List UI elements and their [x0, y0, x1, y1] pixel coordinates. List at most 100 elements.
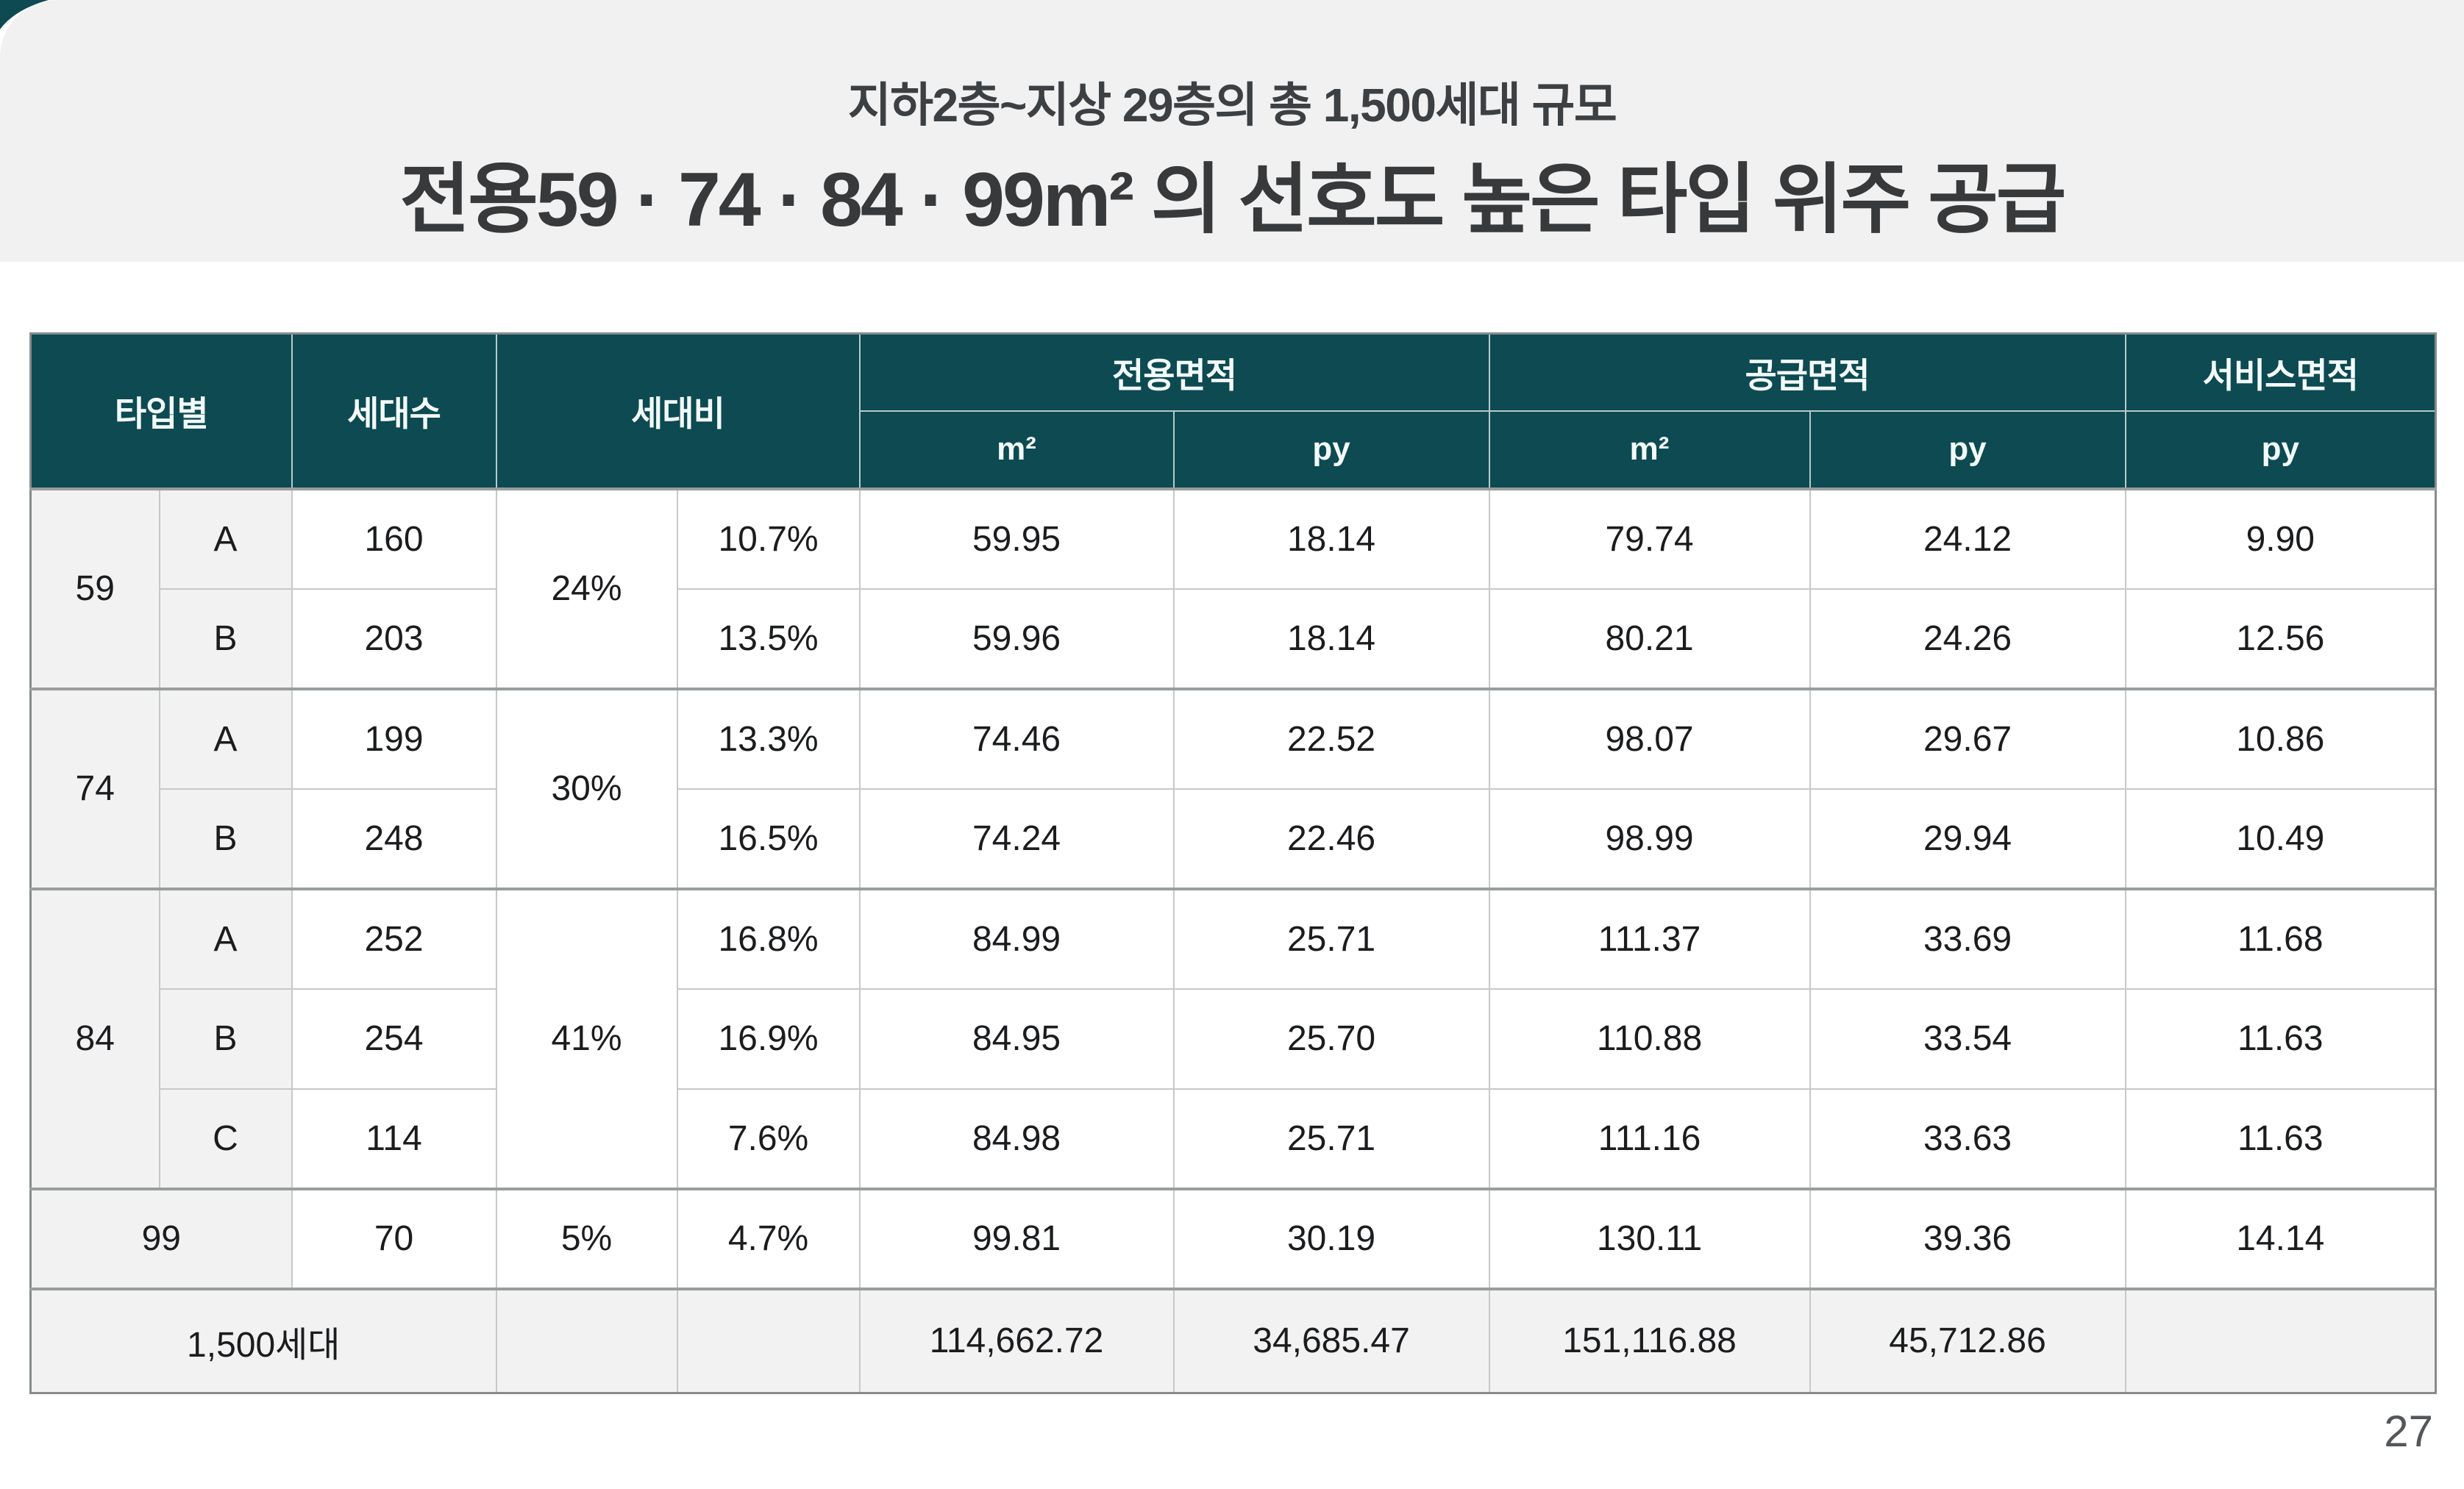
cell-service-py: 11.63 [2124, 988, 2437, 1090]
table-row-74b: B 248 16.5% 74.24 22.46 98.99 29.94 10.4… [31, 788, 2437, 890]
cell-households: 70 [291, 1187, 497, 1290]
table-row-74a: 74 A 199 30% 13.3% 74.46 22.52 98.07 29.… [29, 687, 2437, 890]
cell-total-group-ratio-empty [495, 1287, 678, 1394]
cell-households: 248 [291, 788, 497, 890]
cell-service-py: 14.14 [2124, 1187, 2437, 1290]
cell-supply-sqm: 79.74 [1488, 487, 1811, 590]
cell-service-py: 10.49 [2124, 788, 2437, 890]
cell-total-supply-sqm: 151,116.88 [1488, 1287, 1811, 1394]
cell-supply-py: 39.36 [1809, 1187, 2126, 1290]
cell-supply-py: 24.26 [1809, 588, 2126, 690]
cell-type-group: 59 [29, 487, 160, 690]
cell-supply-py: 33.69 [1809, 887, 2126, 990]
table-header-row-1: 타입별 세대수 세대비 전용면적 공급면적 서비스면적 [29, 332, 2437, 490]
header-unit-py-supply: py [1809, 410, 2126, 490]
header-service-area: 서비스면적 [2124, 332, 2437, 412]
cell-group-ratio: 41% [495, 887, 678, 1190]
cell-households: 203 [291, 588, 497, 690]
cell-unit-letter: B [158, 588, 293, 690]
cell-service-py: 9.90 [2124, 487, 2437, 590]
cell-total-supply-py: 45,712.86 [1809, 1287, 2126, 1394]
header-unit-sqm-exclusive: m² [858, 410, 1175, 490]
cell-exclusive-py: 25.70 [1172, 988, 1490, 1090]
cell-group-ratio: 30% [495, 687, 678, 890]
cell-households: 252 [291, 887, 497, 990]
cell-exclusive-sqm: 74.24 [858, 788, 1175, 890]
cell-unit-ratio: 16.9% [676, 988, 861, 1090]
table-row-84b: B 254 16.9% 84.95 25.70 110.88 33.54 11.… [31, 988, 2437, 1090]
page-subtitle: 지하2층~지상 29층의 총 1,500세대 규모 [847, 79, 1617, 132]
cell-service-py: 11.63 [2124, 1088, 2437, 1190]
header-unit-py-exclusive: py [1172, 410, 1490, 490]
cell-unit-ratio: 13.5% [676, 588, 861, 690]
cell-unit-letter: A [158, 887, 293, 990]
cell-households: 199 [291, 687, 497, 790]
cell-service-py: 10.86 [2124, 687, 2437, 790]
cell-unit-ratio: 4.7% [676, 1187, 861, 1290]
cell-total-unit-ratio-empty [676, 1287, 861, 1394]
cell-exclusive-sqm: 59.95 [858, 487, 1175, 590]
cell-unit-letter: A [158, 687, 293, 790]
cell-exclusive-sqm: 84.95 [858, 988, 1175, 1090]
cell-supply-sqm: 98.99 [1488, 788, 1811, 890]
table-body: 59 A 160 24% 10.7% 59.95 18.14 79.74 24.… [29, 487, 2437, 1394]
cell-exclusive-py: 25.71 [1172, 887, 1490, 990]
header-exclusive-area: 전용면적 [858, 332, 1490, 412]
cell-type-group: 74 [29, 687, 160, 890]
table-header-row-2: m² py m² py py [31, 410, 2437, 490]
cell-type-group: 99 [29, 1187, 293, 1290]
cell-unit-letter: A [158, 487, 293, 590]
table-row-84a: 84 A 252 41% 16.8% 84.99 25.71 111.37 33… [29, 887, 2437, 1190]
cell-supply-sqm: 130.11 [1488, 1187, 1811, 1290]
header-band: 지하2층~지상 29층의 총 1,500세대 규모 전용59 · 74 · 84… [0, 0, 2464, 262]
cell-unit-ratio: 7.6% [676, 1088, 861, 1190]
cell-exclusive-sqm: 99.81 [858, 1187, 1175, 1290]
cell-supply-sqm: 111.37 [1488, 887, 1811, 990]
cell-exclusive-py: 30.19 [1172, 1187, 1490, 1290]
cell-exclusive-sqm: 59.96 [858, 588, 1175, 690]
table-row-99: 99 70 5% 4.7% 99.81 30.19 130.11 39.36 1… [29, 1187, 2437, 1290]
table-row-total: 1,500세대 114,662.72 34,685.47 151,116.88 … [29, 1287, 2437, 1394]
unit-type-table-wrap: 타입별 세대수 세대비 전용면적 공급면적 서비스면적 m² py m² py … [29, 332, 2438, 1394]
cell-type-group: 84 [29, 887, 160, 1190]
header-supply-area: 공급면적 [1488, 332, 2126, 412]
page-title: 전용59 · 74 · 84 · 99m² 의 선호도 높은 타입 위주 공급 [399, 157, 2067, 243]
table-header: 타입별 세대수 세대비 전용면적 공급면적 서비스면적 m² py m² py … [29, 332, 2437, 490]
cell-unit-ratio: 16.8% [676, 887, 861, 990]
table-row-84c: C 114 7.6% 84.98 25.71 111.16 33.63 11.6… [31, 1088, 2437, 1190]
cell-exclusive-sqm: 84.99 [858, 887, 1175, 990]
unit-type-table: 타입별 세대수 세대비 전용면적 공급면적 서비스면적 m² py m² py … [29, 332, 2438, 1394]
cell-supply-sqm: 98.07 [1488, 687, 1811, 790]
header-unit-py-service: py [2124, 410, 2437, 490]
cell-exclusive-py: 22.52 [1172, 687, 1490, 790]
page-number: 27 [2384, 1407, 2433, 1456]
cell-exclusive-py: 25.71 [1172, 1088, 1490, 1190]
cell-group-ratio: 24% [495, 487, 678, 690]
cell-households: 254 [291, 988, 497, 1090]
cell-supply-py: 33.54 [1809, 988, 2126, 1090]
cell-total-exclusive-py: 34,685.47 [1172, 1287, 1490, 1394]
cell-supply-sqm: 80.21 [1488, 588, 1811, 690]
cell-households: 160 [291, 487, 497, 590]
table-row-59b: B 203 13.5% 59.96 18.14 80.21 24.26 12.5… [31, 588, 2437, 690]
cell-exclusive-sqm: 74.46 [858, 687, 1175, 790]
cell-total-label: 1,500세대 [29, 1287, 497, 1394]
cell-total-exclusive-sqm: 114,662.72 [858, 1287, 1175, 1394]
cell-total-service-empty [2124, 1287, 2437, 1394]
cell-unit-letter: B [158, 788, 293, 890]
cell-group-ratio: 5% [495, 1187, 678, 1290]
cell-supply-py: 29.67 [1809, 687, 2126, 790]
cell-supply-py: 29.94 [1809, 788, 2126, 890]
cell-unit-ratio: 16.5% [676, 788, 861, 890]
cell-supply-py: 24.12 [1809, 487, 2126, 590]
cell-exclusive-py: 18.14 [1172, 588, 1490, 690]
header-households: 세대수 [291, 332, 497, 490]
cell-supply-sqm: 111.16 [1488, 1088, 1811, 1190]
cell-exclusive-py: 18.14 [1172, 487, 1490, 590]
cell-unit-ratio: 13.3% [676, 687, 861, 790]
cell-exclusive-sqm: 84.98 [858, 1088, 1175, 1190]
header-unit-sqm-supply: m² [1488, 410, 1811, 490]
header-type: 타입별 [29, 332, 293, 490]
cell-supply-py: 33.63 [1809, 1088, 2126, 1190]
cell-service-py: 11.68 [2124, 887, 2437, 990]
